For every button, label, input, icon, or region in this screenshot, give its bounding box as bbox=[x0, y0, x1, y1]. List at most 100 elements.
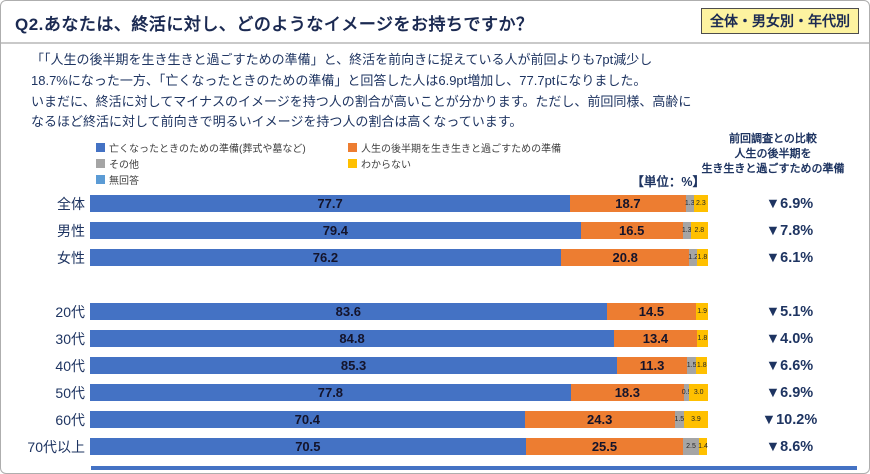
bar-value: 1.8 bbox=[697, 335, 708, 342]
bar-track: 85.3 11.3 1.5 1.8 bbox=[90, 357, 708, 374]
legend-label: 人生の後半期を生き生きと過ごすための準備 bbox=[361, 143, 562, 155]
legend-swatch bbox=[348, 142, 357, 152]
view-badge: 全体・男女別・年代別 bbox=[701, 8, 859, 34]
bar-segment: 11.3 bbox=[617, 357, 687, 374]
bar-segment: 13.4 bbox=[614, 330, 697, 347]
bar-track: 77.7 18.7 1.3 2.3 bbox=[90, 195, 708, 212]
bar-segment: 1.9 bbox=[696, 303, 708, 320]
stacked-bar-chart: 全体 77.7 18.7 1.3 2.3 ▼6.9% 男性 79.4 16.5 1.3 2.8 ▼7.… bbox=[1, 190, 869, 460]
bar-value: 84.8 bbox=[339, 331, 365, 346]
diff-value: ▼6.1% bbox=[765, 249, 814, 266]
category-label: 全体 bbox=[57, 195, 85, 212]
legend-item: その他 bbox=[96, 156, 306, 171]
category-label: 40代 bbox=[55, 357, 85, 374]
bar-value: 11.3 bbox=[639, 358, 665, 373]
bar-track: 70.4 24.3 1.5 3.9 bbox=[90, 411, 708, 428]
bar-segment: 18.3 bbox=[570, 384, 684, 401]
bar-value: 20.8 bbox=[612, 250, 638, 265]
bar-value: 77.8 bbox=[317, 385, 344, 400]
chart-row: 男性 79.4 16.5 1.3 2.8 ▼7.8% bbox=[1, 217, 869, 244]
legend-column-right: 人生の後半期を生き生きと過ごすための準備 わからない bbox=[348, 140, 561, 172]
bar-track: 76.2 20.8 1.2 1.8 bbox=[90, 249, 708, 266]
bar-segment: 85.3 bbox=[90, 357, 618, 374]
chart-row: 70代以上 70.5 25.5 2.5 1.4 ▼8.6% bbox=[1, 433, 869, 460]
legend-item: 無回答 bbox=[96, 172, 306, 187]
diff-value: ▼6.9% bbox=[765, 384, 814, 401]
legend-item: 亡くなったときのための準備(葬式や墓など) bbox=[96, 140, 306, 155]
bar-value: 24.3 bbox=[587, 412, 613, 427]
bar-value: 1.4 bbox=[698, 443, 708, 450]
bar-segment: 3.0 bbox=[689, 384, 708, 401]
bar-value: 70.4 bbox=[294, 412, 320, 427]
description-text: 「「人生の後半期を生き生きと過ごすための準備」と、終活を前向きに捉えている人が前… bbox=[31, 52, 692, 130]
bar-segment: 3.9 bbox=[683, 411, 708, 428]
bar-segment: 0.9 bbox=[681, 384, 692, 401]
bar-value: 1.5 bbox=[674, 416, 685, 423]
legend-item: 人生の後半期を生き生きと過ごすための準備 bbox=[348, 140, 562, 155]
bar-segment: 1.8 bbox=[696, 249, 708, 266]
category-label: 20代 bbox=[55, 303, 85, 320]
bar-segment: 70.4 bbox=[90, 411, 525, 428]
chart-row: 50代 77.8 18.3 0.9 3.0 ▼6.9% bbox=[1, 379, 869, 406]
bar-value: 14.5 bbox=[638, 304, 665, 319]
chart-row: 60代 70.4 24.3 1.5 3.9 ▼10.2% bbox=[1, 406, 869, 433]
chart-row: 20代 83.6 14.5 1.9 ▼5.1% bbox=[1, 298, 869, 325]
comparison-header: 前回調査との比較 人生の後半期を 生き生きと過ごすための準備 bbox=[701, 133, 845, 175]
bar-segment: 20.8 bbox=[560, 249, 690, 266]
bar-segment: 18.7 bbox=[570, 195, 686, 212]
diff-value: ▼5.1% bbox=[765, 303, 814, 320]
bar-value: 1.9 bbox=[697, 308, 707, 315]
bar-segment: 77.7 bbox=[90, 195, 571, 212]
chart-row: 女性 76.2 20.8 1.2 1.8 ▼6.1% bbox=[1, 244, 869, 271]
bar-value: 76.2 bbox=[312, 250, 339, 265]
bar-segment: 79.4 bbox=[90, 222, 581, 239]
category-label: 70代以上 bbox=[27, 438, 85, 455]
category-label: 女性 bbox=[57, 249, 85, 266]
bar-value: 2.3 bbox=[696, 200, 706, 207]
category-label: 50代 bbox=[55, 384, 85, 401]
bar-value: 70.5 bbox=[295, 439, 321, 454]
bar-track: 84.8 13.4 1.8 bbox=[90, 330, 708, 347]
bottom-divider bbox=[91, 466, 857, 470]
bar-value: 3.0 bbox=[693, 389, 704, 396]
legend-swatch bbox=[96, 142, 105, 152]
bar-value: 77.7 bbox=[317, 196, 343, 211]
bar-value: 85.3 bbox=[340, 358, 367, 373]
chart-row: 30代 84.8 13.4 1.8 ▼4.0% bbox=[1, 325, 869, 352]
legend-label: 亡くなったときのための準備(葬式や墓など) bbox=[109, 143, 306, 155]
diff-value: ▼7.8% bbox=[765, 222, 814, 239]
bar-value: 1.8 bbox=[697, 254, 708, 261]
bar-value: 25.5 bbox=[591, 439, 618, 454]
legend-swatch bbox=[96, 158, 105, 168]
bar-value: 18.7 bbox=[615, 196, 641, 211]
legend-label: その他 bbox=[109, 159, 139, 171]
legend-label: 無回答 bbox=[109, 175, 139, 187]
bar-track: 79.4 16.5 1.3 2.8 bbox=[90, 222, 708, 239]
bar-segment: 24.3 bbox=[524, 411, 675, 428]
diff-value: ▼10.2% bbox=[761, 411, 818, 428]
bar-segment: 1.2 bbox=[688, 249, 699, 266]
bar-segment: 2.8 bbox=[690, 222, 708, 239]
legend-item: わからない bbox=[348, 156, 561, 171]
bar-segment: 1.3 bbox=[682, 222, 692, 239]
diff-value: ▼8.6% bbox=[765, 438, 814, 455]
bar-segment: 1.8 bbox=[696, 357, 708, 374]
bar-value: 1.2 bbox=[688, 254, 699, 261]
bar-segment: 70.5 bbox=[90, 438, 526, 455]
bar-value: 18.3 bbox=[614, 385, 640, 400]
legend-swatch bbox=[348, 158, 357, 168]
diff-value: ▼6.6% bbox=[765, 357, 814, 374]
legend-label: わからない bbox=[361, 159, 411, 171]
bar-value: 13.4 bbox=[642, 331, 669, 346]
chart-row: 全体 77.7 18.7 1.3 2.3 ▼6.9% bbox=[1, 190, 869, 217]
diff-value: ▼6.9% bbox=[765, 195, 814, 212]
bar-value: 0.9 bbox=[681, 389, 692, 396]
bar-value: 16.5 bbox=[619, 223, 645, 238]
bar-segment: 25.5 bbox=[525, 438, 684, 455]
chart-row: 40代 85.3 11.3 1.5 1.8 ▼6.6% bbox=[1, 352, 869, 379]
bar-segment: 84.8 bbox=[90, 330, 615, 347]
bar-track: 83.6 14.5 1.9 bbox=[90, 303, 708, 320]
category-label: 男性 bbox=[57, 222, 85, 239]
legend-swatch bbox=[96, 174, 105, 184]
